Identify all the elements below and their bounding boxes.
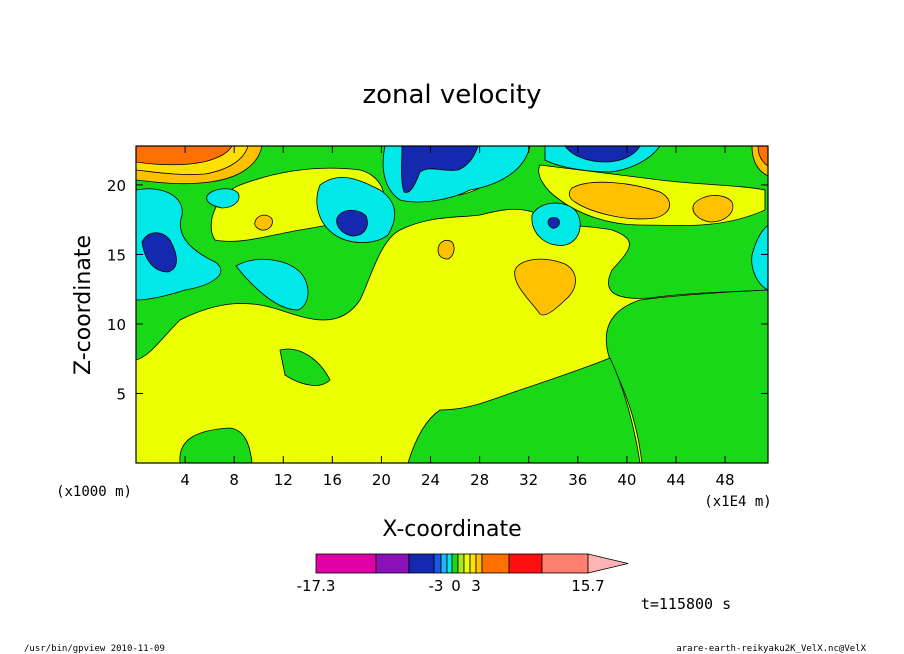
contour-blue-mid [336, 209, 368, 237]
chart-title: zonal velocity [362, 80, 541, 110]
contour-cyan-upper-mid [316, 177, 396, 243]
colorbar-segment [541, 553, 589, 574]
contour-orange-right-b [692, 195, 734, 223]
contour-darkorange-top-right [757, 146, 768, 167]
x-tick-label: 8 [229, 471, 239, 489]
colorbar-segment [433, 553, 442, 574]
colorbar-segment [469, 553, 477, 574]
contour-cyan-left [136, 188, 222, 301]
contour-blue-dot [547, 217, 560, 229]
x-tick-label: 44 [666, 471, 685, 489]
x-tick-label: 48 [716, 471, 735, 489]
colorbar-tick-label: 3 [471, 577, 481, 595]
colorbar-segment [457, 553, 465, 574]
y-axis-title: Z-coordinate [71, 235, 96, 375]
contour-green-mid-left [279, 348, 331, 386]
contour-orange-small-a [254, 214, 273, 231]
colorbar-segment [481, 553, 510, 574]
x-tick-label: 24 [421, 471, 440, 489]
plot-frame [135, 145, 769, 464]
colorbar-segment [463, 553, 471, 574]
colorbar-tick-label: 15.7 [571, 577, 604, 595]
x-tick-label: 12 [274, 471, 293, 489]
contour-orange-small-b [437, 240, 455, 260]
x-axis-ticks: 4 8 12 16 20 24 28 32 36 40 44 48 [180, 146, 735, 489]
contour-blue-top [401, 146, 479, 193]
colorbar-segment [315, 553, 377, 574]
colorbar-segment [375, 553, 410, 574]
contour-cyan-mid-left [235, 258, 309, 311]
footer-left: /usr/bin/gpview 2010-11-09 [24, 644, 165, 654]
x-tick-label: 40 [617, 471, 636, 489]
contour-cyan-small-left [206, 188, 240, 209]
x-unit-note: (x1000 m) [56, 484, 132, 500]
y-tick-label: 20 [107, 177, 126, 195]
y-tick-label: 15 [107, 246, 126, 264]
contour-blue-left [141, 232, 177, 273]
x-tick-label: 28 [470, 471, 489, 489]
contour-orange-center [514, 258, 576, 316]
contour-green-bottom-middle [407, 357, 641, 463]
contour-field [136, 146, 768, 463]
y-axis-ticks: 5 10 15 20 [107, 177, 768, 403]
footer-right: arare-earth-reikyaku2K_VelX.nc@VelX [676, 644, 866, 654]
x-axis-title: X-coordinate [382, 517, 521, 542]
colorbar [315, 553, 629, 574]
x-tick-label: 16 [323, 471, 342, 489]
colorbar-segment [475, 553, 483, 574]
x-scale-note: (x1E4 m) [704, 494, 771, 510]
colorbar-segment [408, 553, 435, 574]
colorbar-segment [440, 553, 448, 574]
contour-blue-top-right [564, 146, 641, 163]
x-tick-label: 4 [180, 471, 190, 489]
x-tick-label: 36 [568, 471, 587, 489]
time-label: t=115800 s [641, 595, 731, 613]
colorbar-segment [446, 553, 453, 574]
colorbar-tick-label: -3 [429, 577, 444, 595]
x-tick-label: 32 [519, 471, 538, 489]
y-tick-label: 10 [107, 316, 126, 334]
contour-cyan-right-edge [751, 224, 768, 291]
colorbar-segment [451, 553, 459, 574]
colorbar-extension-arrow [587, 553, 629, 574]
colorbar-tick-label: -17.3 [297, 577, 336, 595]
colorbar-labels: -17.3 -3 0 3 15.7 [297, 577, 605, 595]
contour-orange-right-a [568, 181, 670, 220]
contour-darkorange-top-left [136, 146, 233, 166]
colorbar-segment [508, 553, 543, 574]
colorbar-tick-label: 0 [451, 577, 461, 595]
contour-green-bottom-left [179, 427, 253, 463]
x-tick-label: 20 [372, 471, 391, 489]
contour-green-lower-right [605, 289, 768, 463]
y-tick-label: 5 [116, 385, 126, 403]
